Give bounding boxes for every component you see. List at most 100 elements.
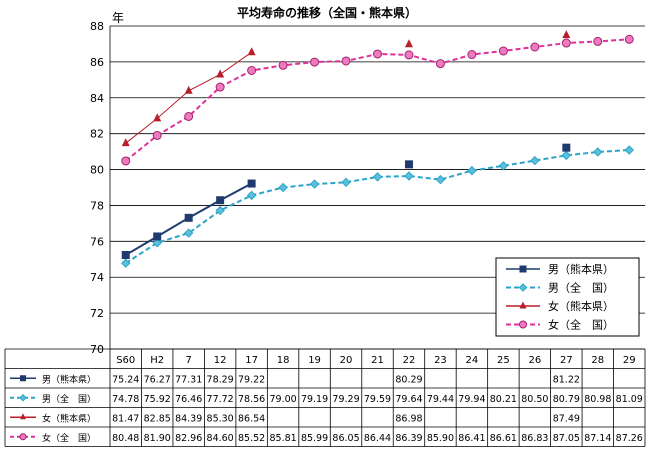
x-tick-label: 21 [371,355,384,366]
data-point [216,196,225,205]
data-point [152,130,162,140]
x-tick-label: H2 [150,355,164,366]
data-label: 86.83 [521,433,548,444]
data-label: 79.29 [332,394,359,405]
data-point [278,60,288,70]
data-point [153,113,162,122]
series-line [125,148,630,265]
x-tick-label: 29 [623,355,636,366]
data-point [153,232,162,241]
data-label: 80.50 [521,394,548,405]
table-series-label: 女（全 国） [42,432,96,444]
data-point [404,50,414,60]
data-point [435,174,446,185]
chart-title: 平均寿命の推移（全国・熊本県） [237,5,417,20]
y-tick-label: 78 [90,199,104,212]
data-point [467,50,477,60]
x-tick-label: 22 [403,355,416,366]
data-label: 85.99 [301,433,328,444]
data-point [121,250,130,259]
data-label: 85.81 [269,433,296,444]
data-label: 80.48 [112,433,139,444]
x-tick-label: 7 [185,355,191,366]
data-point [372,172,383,182]
data-label: 76.46 [175,394,202,405]
data-label: 86.44 [364,433,391,444]
x-tick-label: 23 [434,355,447,366]
data-label: 81.90 [144,433,171,444]
table-legend-marker [20,413,26,420]
table-series-label: 女（熊本県） [42,412,96,424]
data-label: 82.96 [175,433,202,444]
y-tick-label: 80 [90,164,104,177]
data-label: 86.54 [238,413,265,424]
data-point [624,34,634,44]
data-point [561,38,571,48]
data-point [530,155,540,166]
data-label: 80.29 [395,374,422,385]
legend-label: 女（全 国） [548,318,614,332]
table-legend-marker [20,375,26,382]
y-tick-label: 88 [90,20,104,33]
series-0 [121,143,571,259]
data-point [121,156,131,166]
legend-marker [519,301,527,309]
data-label: 76.27 [144,374,171,385]
data-point [624,145,634,155]
data-point [498,46,508,56]
data-point [184,111,194,121]
data-point [310,57,320,67]
data-label: 86.61 [490,433,517,444]
x-tick-label: 26 [528,355,541,366]
legend-marker [518,283,528,292]
x-tick-label: 17 [245,355,258,366]
data-label: 84.60 [207,433,234,444]
series-1 [121,145,634,268]
data-label: 79.64 [395,394,422,405]
data-label: 80.98 [584,394,611,405]
data-point [561,150,572,161]
data-label: 87.49 [553,413,580,424]
data-point [562,30,571,39]
y-tick-label: 76 [90,235,104,248]
data-point [341,56,351,66]
data-label: 82.85 [144,413,171,424]
legend-label: 男（全 国） [548,281,614,295]
data-label: 86.41 [458,433,485,444]
y-axis-unit-label: 年 [112,11,124,25]
x-tick-label: 24 [466,355,479,366]
data-label: 81.47 [112,413,139,424]
data-point [435,59,445,69]
data-point [215,82,225,92]
legend: 男（熊本県） 男（全 国） 女（熊本県） 女（全 国） [495,257,640,337]
data-point [404,39,413,48]
data-point [247,47,256,56]
data-point [184,85,193,94]
y-tick-label: 70 [90,343,104,356]
y-tick-label: 74 [90,271,104,284]
data-point [562,143,571,152]
x-tick-label: 19 [308,355,321,366]
x-tick-label: 18 [277,355,290,366]
data-label: 86.98 [395,413,422,424]
data-point [404,171,414,181]
data-label: 75.24 [112,374,139,385]
data-point [215,205,225,216]
data-label: 78.29 [207,374,234,385]
y-tick-labels: 70 72 74 76 78 80 82 84 86 88 [90,20,104,356]
data-label: 85.52 [238,433,265,444]
data-label: 79.19 [301,394,328,405]
data-point [247,66,257,76]
data-label: 85.30 [207,413,234,424]
data-point [593,36,603,46]
data-point [467,165,477,176]
y-tick-label: 86 [90,56,104,69]
data-label: 74.78 [112,394,139,405]
data-point [278,182,288,193]
data-point [247,179,256,188]
data-label: 80.21 [490,394,517,405]
data-label: 80.79 [553,394,580,405]
data-label: 79.94 [458,394,485,405]
data-label: 87.05 [553,433,580,444]
